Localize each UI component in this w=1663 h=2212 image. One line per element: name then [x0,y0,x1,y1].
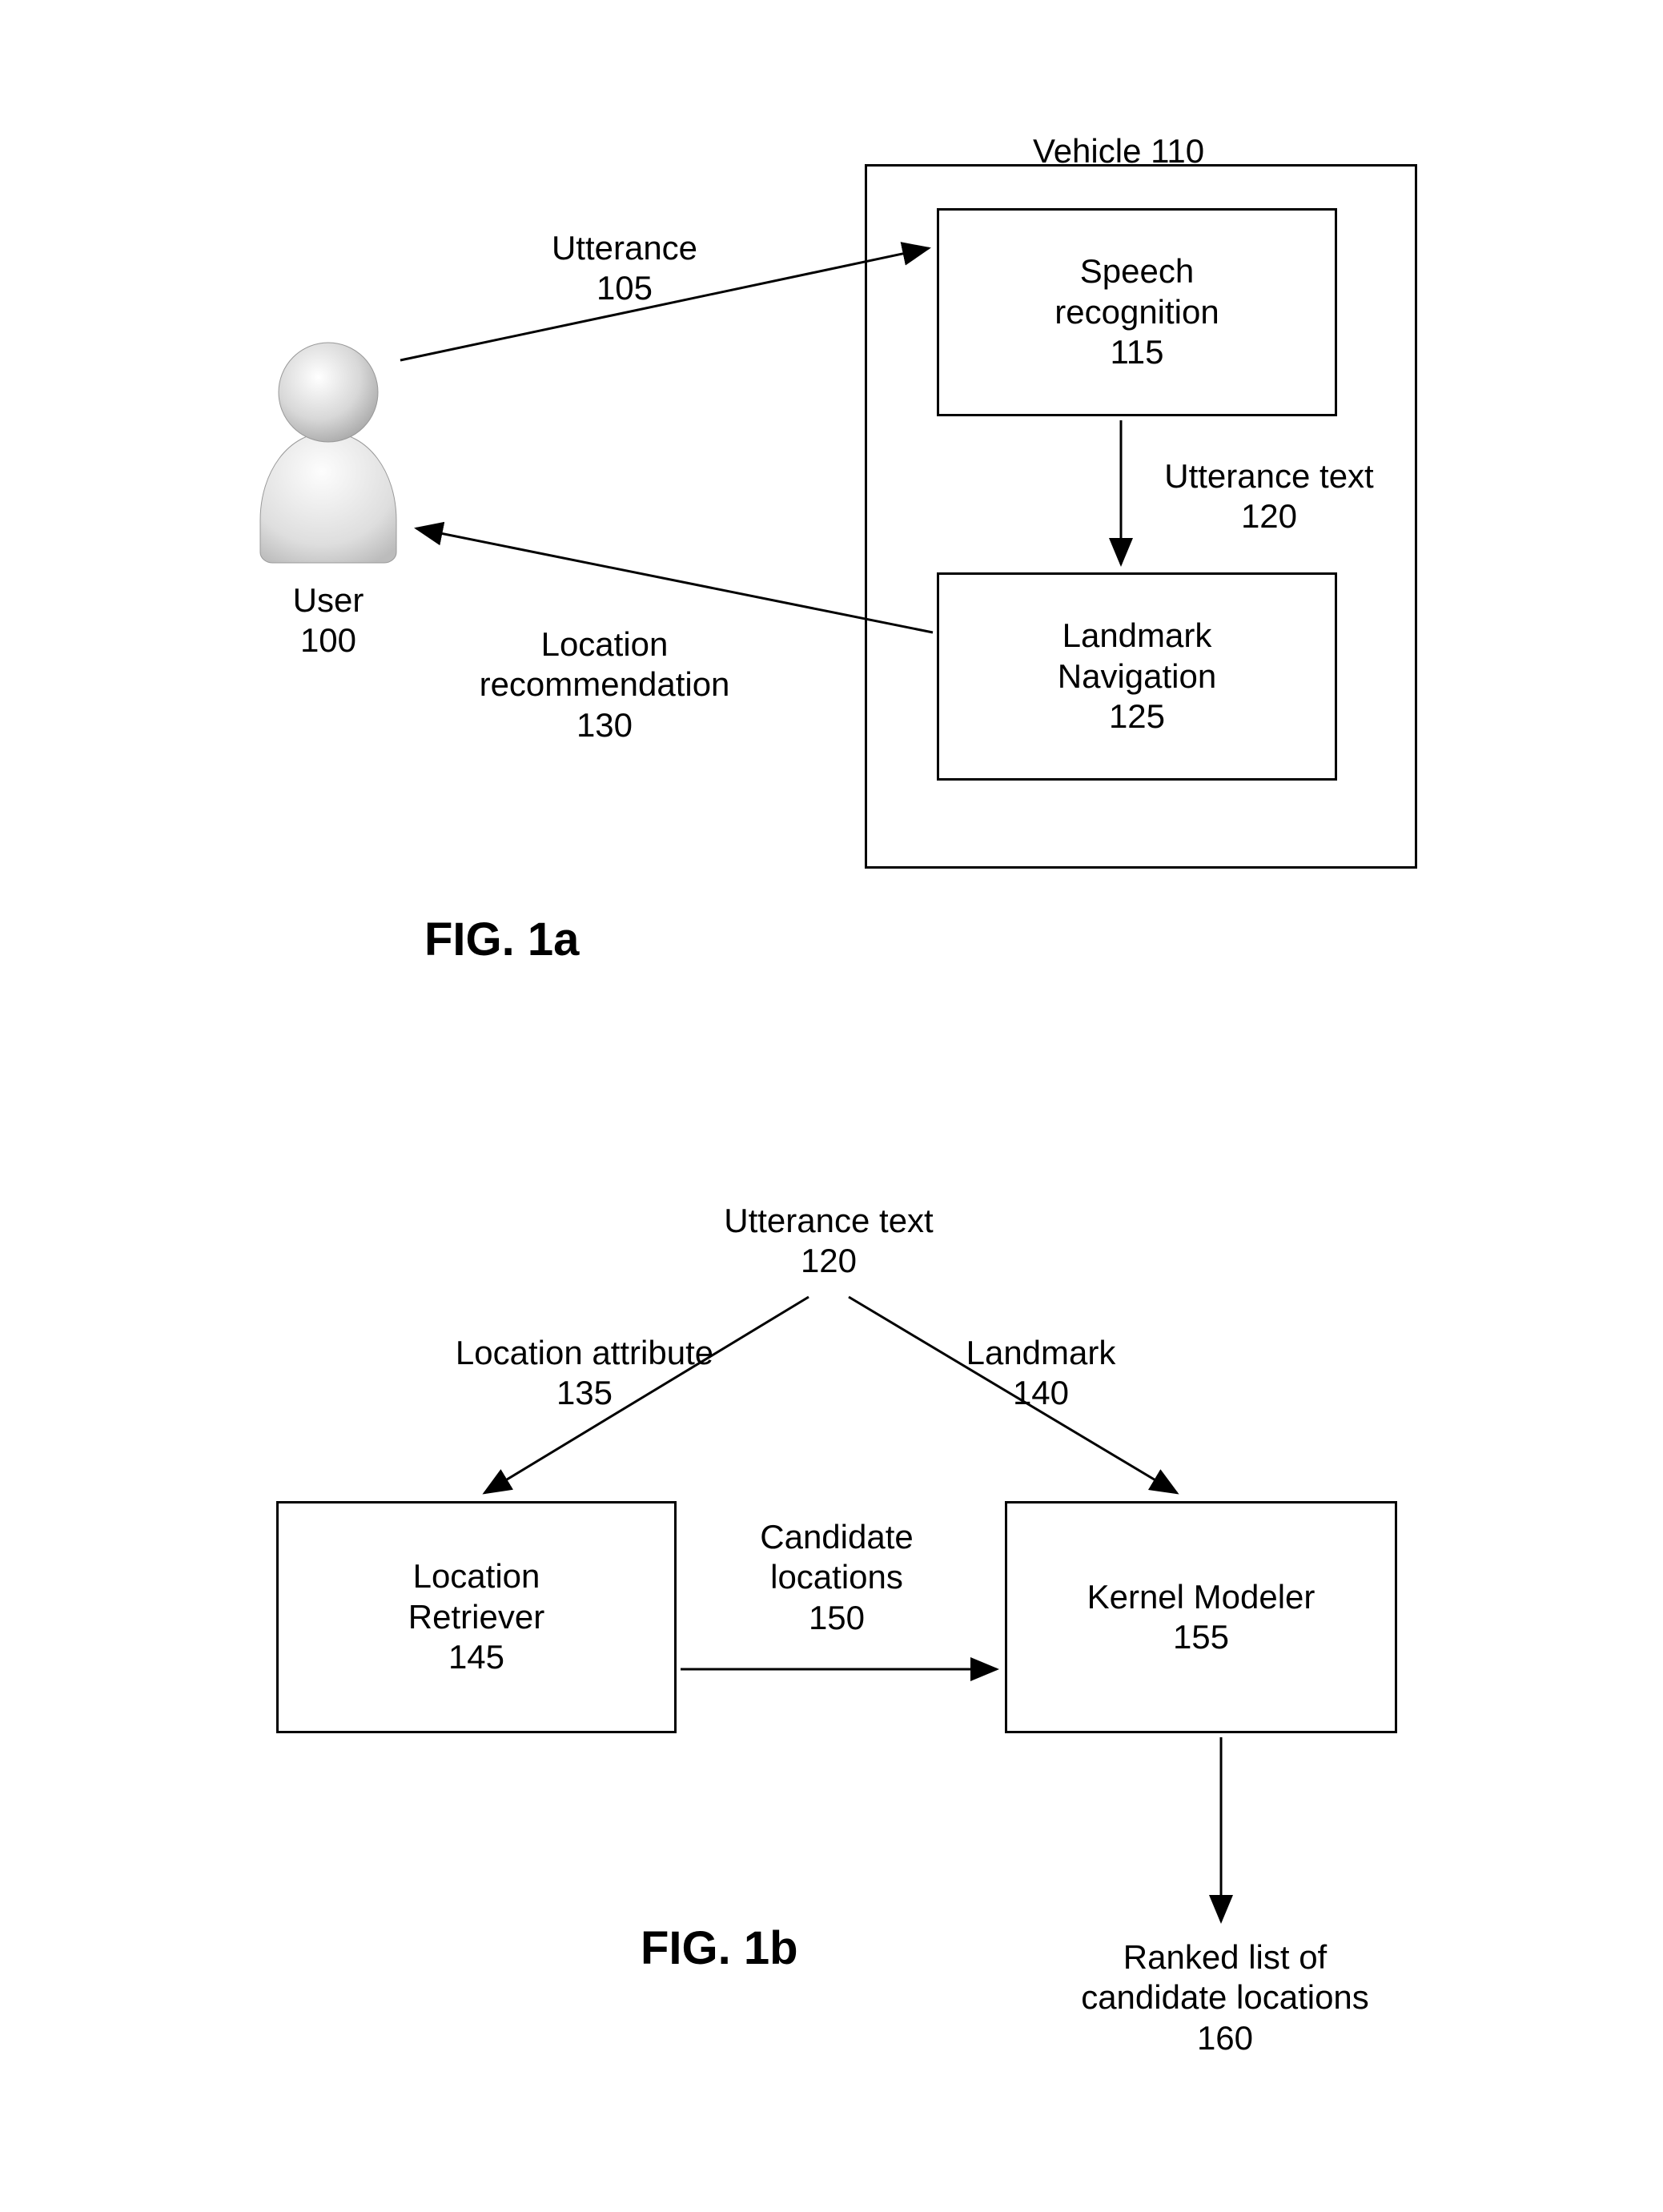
location-recommendation-label: Location recommendation 130 [452,624,757,745]
diagram-container: User 100 Utterance 105 Vehicle 110 Speec… [0,0,1663,2212]
fig1b-caption-text: FIG. 1b [641,1922,798,1974]
ranked-list-label: Ranked list of candidate locations 160 [1057,1937,1393,2058]
loc-rec-number: 130 [452,705,757,745]
landmark-nav-line1: Landmark [1058,616,1216,656]
speech-line1: Speech [1054,251,1219,291]
user-icon [248,332,408,568]
utterance-label-number: 105 [520,268,729,308]
speech-number: 115 [1054,332,1219,372]
fig1a-caption: FIG. 1a [424,913,579,966]
cand-loc-line2: locations [717,1557,957,1597]
fig1b-caption: FIG. 1b [641,1921,798,1975]
speech-recognition-box: Speech recognition 115 [937,208,1337,416]
ranked-line1: Ranked list of [1057,1937,1393,1977]
kernel-modeler-box: Kernel Modeler 155 [1005,1501,1397,1733]
utterance-text-1b-text: Utterance text [697,1201,961,1241]
location-attribute-label: Location attribute 135 [432,1333,737,1414]
user-label-number: 100 [256,620,400,660]
loc-attr-text: Location attribute [432,1333,737,1373]
landmark-nav-number: 125 [1058,697,1216,737]
loc-ret-line1: Location [408,1556,544,1596]
loc-ret-number: 145 [408,1637,544,1677]
loc-rec-line2: recommendation [452,664,757,705]
fig1a-caption-text: FIG. 1a [424,913,579,965]
kernel-text: Kernel Modeler [1087,1577,1316,1617]
landmark-text: Landmark [937,1333,1145,1373]
user-label-text: User [256,580,400,620]
candidate-locations-label: Candidate locations 150 [717,1517,957,1638]
utterance-text-label-1a: Utterance text 120 [1145,456,1393,537]
location-retriever-box: Location Retriever 145 [276,1501,677,1733]
landmark-label: Landmark 140 [937,1333,1145,1414]
ranked-number: 160 [1057,2018,1393,2058]
speech-line2: recognition [1054,292,1219,332]
cand-loc-number: 150 [717,1598,957,1638]
vehicle-label: Vehicle 110 [1033,132,1204,171]
loc-attr-number: 135 [432,1373,737,1413]
utterance-text-1a-number: 120 [1145,496,1393,536]
utterance-label: Utterance 105 [520,228,729,309]
loc-ret-line2: Retriever [408,1597,544,1637]
utterance-text-label-1b: Utterance text 120 [697,1201,961,1282]
ranked-line2: candidate locations [1057,1977,1393,2017]
vehicle-label-text: Vehicle 110 [1033,132,1204,170]
landmark-number: 140 [937,1373,1145,1413]
loc-rec-line1: Location [452,624,757,664]
utterance-text-1a-text: Utterance text [1145,456,1393,496]
cand-loc-line1: Candidate [717,1517,957,1557]
utterance-label-text: Utterance [520,228,729,268]
utterance-text-1b-number: 120 [697,1241,961,1281]
landmark-nav-line2: Navigation [1058,656,1216,697]
landmark-navigation-box: Landmark Navigation 125 [937,572,1337,781]
user-label: User 100 [256,580,400,661]
kernel-number: 155 [1087,1617,1316,1657]
